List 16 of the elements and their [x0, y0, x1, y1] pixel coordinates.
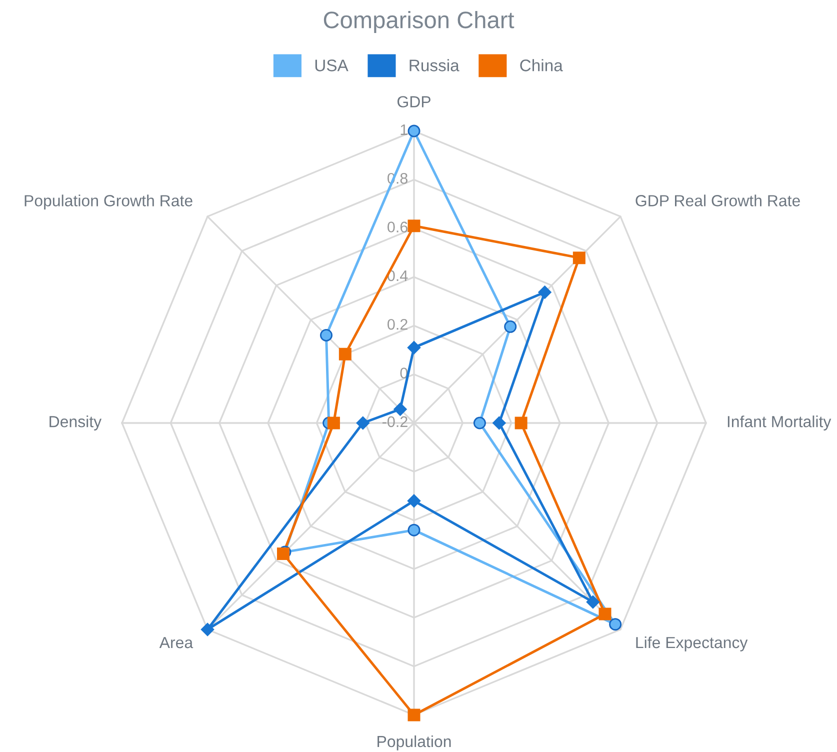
y-tick-label: -0.2 — [382, 416, 408, 428]
spoke-label: GDP Real Growth Rate — [636, 194, 800, 206]
legend-label: China — [520, 59, 563, 72]
legend-label: USA — [315, 60, 348, 72]
y-tick-label: 1 — [400, 124, 408, 135]
legend-label: Russia — [410, 59, 460, 72]
spoke-label: Infant Mortality — [728, 416, 832, 430]
spoke-label: Population — [378, 735, 451, 750]
spoke-label: Density — [50, 416, 102, 430]
y-tick-label: 0.6 — [388, 222, 408, 232]
chart-title: Comparison Chart — [324, 10, 514, 34]
y-tick-label: 0.2 — [388, 318, 408, 330]
spoke-label: GDP — [397, 96, 430, 108]
spoke-label: Life Expectancy — [636, 636, 748, 652]
spoke-label: Area — [159, 637, 194, 648]
spoke-label: Population Growth Rate — [24, 194, 192, 210]
